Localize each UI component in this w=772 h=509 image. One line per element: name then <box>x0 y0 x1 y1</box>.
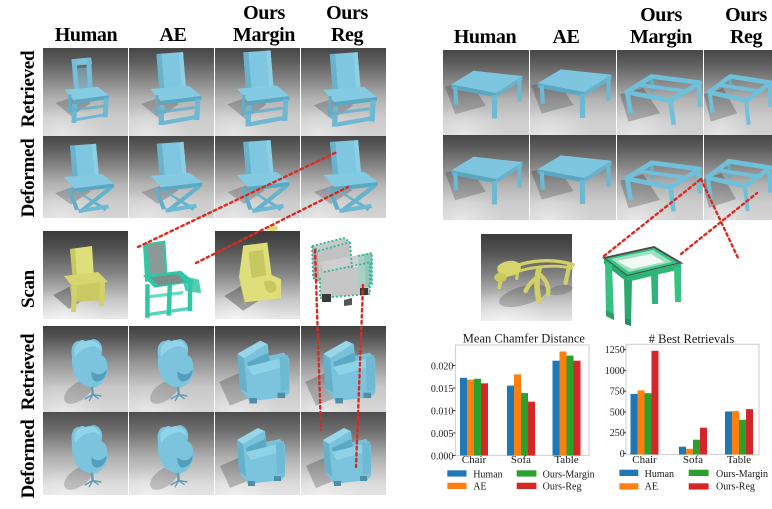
svg-text:0.015: 0.015 <box>431 384 454 395</box>
svg-text:Table: Table <box>727 454 751 466</box>
svg-text:0.000: 0.000 <box>431 451 454 462</box>
svg-text:500: 500 <box>610 408 625 419</box>
svg-text:Mean Chamfer Distance: Mean Chamfer Distance <box>463 331 586 345</box>
svg-text:0: 0 <box>620 449 625 460</box>
svg-text:Sofa: Sofa <box>683 454 703 466</box>
svg-text:AE: AE <box>473 482 486 493</box>
svg-text:Sofa: Sofa <box>511 454 531 466</box>
svg-text:Table: Table <box>554 454 578 466</box>
svg-text:AE: AE <box>645 482 658 493</box>
svg-text:1250: 1250 <box>605 345 625 356</box>
svg-text:250: 250 <box>610 428 625 439</box>
svg-text:0.010: 0.010 <box>431 406 454 417</box>
svg-text:Human: Human <box>645 469 674 480</box>
svg-text:0.005: 0.005 <box>431 429 454 440</box>
svg-text:Ours-Margin: Ours-Margin <box>716 469 768 480</box>
svg-text:Ours-Reg: Ours-Reg <box>716 482 755 493</box>
svg-text:Chair: Chair <box>462 454 487 466</box>
svg-text:# Best Retrievals: # Best Retrievals <box>649 332 735 346</box>
svg-text:Ours-Reg: Ours-Reg <box>543 482 582 493</box>
svg-text:Human: Human <box>473 469 502 480</box>
svg-text:Chair: Chair <box>632 454 657 466</box>
svg-text:1000: 1000 <box>605 366 625 377</box>
svg-text:Ours-Margin: Ours-Margin <box>543 469 595 480</box>
svg-text:0.020: 0.020 <box>431 361 454 372</box>
svg-text:750: 750 <box>610 387 625 398</box>
